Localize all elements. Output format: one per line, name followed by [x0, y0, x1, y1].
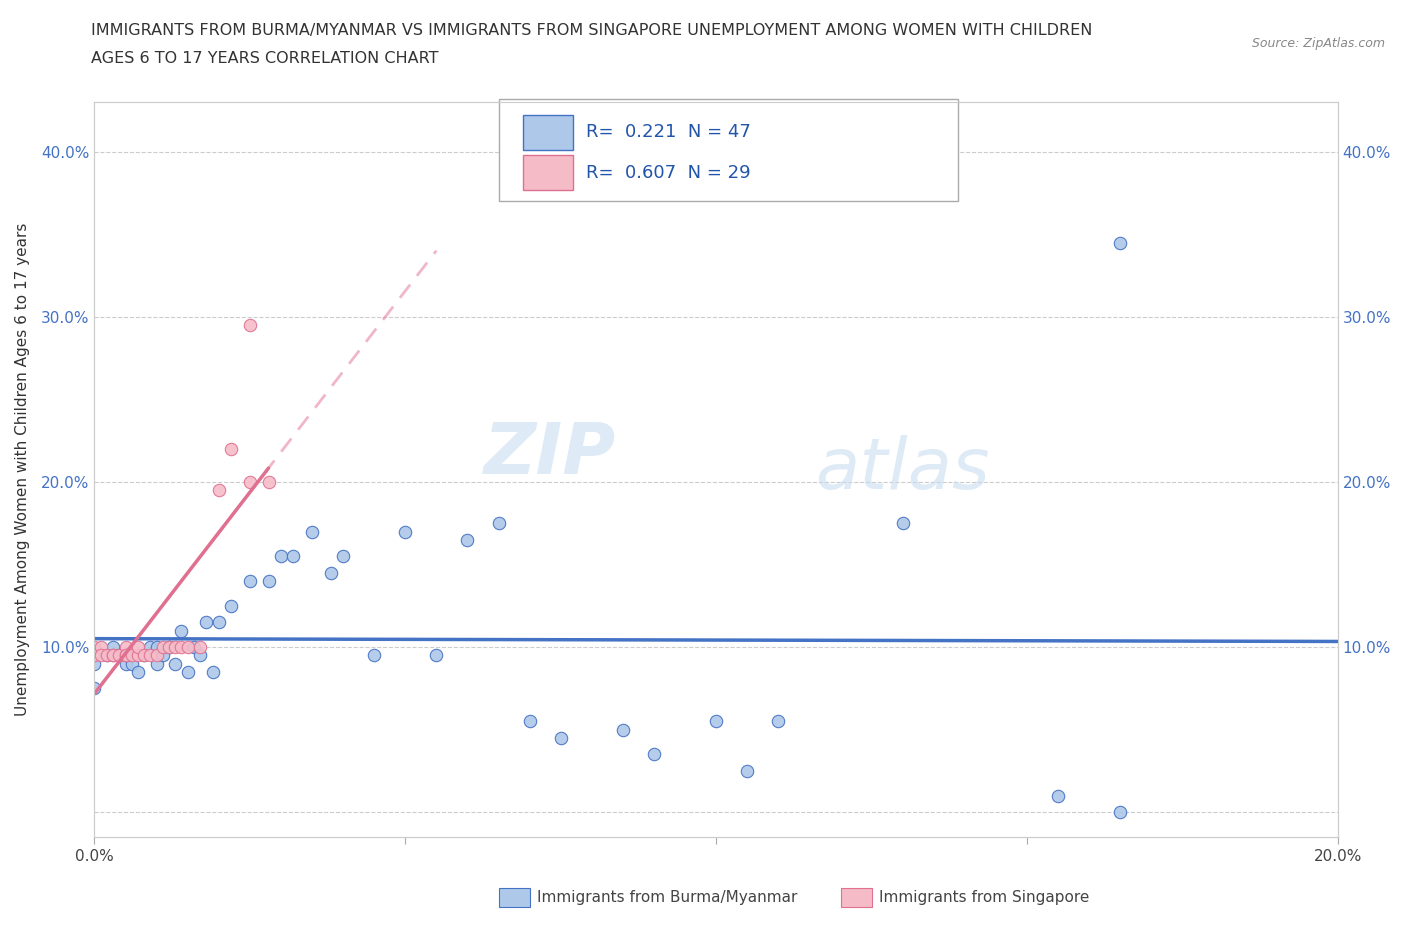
Point — [201, 665, 224, 680]
Point — [239, 574, 262, 589]
Point — [208, 483, 231, 498]
Point — [257, 574, 280, 589]
Point — [101, 640, 124, 655]
Point — [1109, 804, 1132, 819]
Point — [83, 648, 105, 663]
Point — [165, 640, 187, 655]
Point — [425, 648, 447, 663]
Point — [108, 648, 131, 663]
Text: R=  0.607  N = 29: R= 0.607 N = 29 — [585, 164, 751, 182]
Point — [188, 648, 211, 663]
Point — [114, 648, 136, 663]
Point — [177, 640, 200, 655]
Bar — [523, 155, 574, 191]
Point — [550, 731, 572, 746]
Point — [766, 714, 789, 729]
Point — [195, 615, 218, 630]
Point — [114, 640, 136, 655]
Point — [90, 640, 112, 655]
Point — [208, 615, 231, 630]
Point — [301, 525, 323, 539]
Point — [90, 648, 112, 663]
Point — [363, 648, 385, 663]
Point — [165, 657, 187, 671]
Point — [145, 648, 167, 663]
Point — [139, 640, 162, 655]
Text: Immigrants from Burma/Myanmar: Immigrants from Burma/Myanmar — [537, 890, 797, 905]
Point — [612, 723, 634, 737]
FancyBboxPatch shape — [499, 99, 959, 202]
Point — [96, 648, 118, 663]
Point — [83, 640, 105, 655]
Point — [170, 640, 193, 655]
Point — [96, 648, 118, 663]
Point — [152, 648, 174, 663]
Point — [270, 549, 292, 564]
Point — [114, 657, 136, 671]
Point — [170, 623, 193, 638]
Point — [891, 516, 914, 531]
Point — [121, 657, 143, 671]
Point — [257, 474, 280, 489]
Point — [394, 525, 416, 539]
Point — [519, 714, 541, 729]
Point — [127, 665, 149, 680]
Point — [239, 318, 262, 333]
Point — [177, 665, 200, 680]
Point — [108, 648, 131, 663]
Text: ZIP: ZIP — [484, 420, 617, 489]
Point — [1109, 235, 1132, 250]
Point — [219, 442, 242, 457]
Text: Immigrants from Singapore: Immigrants from Singapore — [879, 890, 1090, 905]
Point — [319, 565, 342, 580]
Point — [127, 648, 149, 663]
Point — [283, 549, 305, 564]
Point — [101, 648, 124, 663]
Text: atlas: atlas — [815, 435, 990, 504]
Point — [239, 474, 262, 489]
Point — [114, 648, 136, 663]
Point — [127, 640, 149, 655]
Point — [1046, 789, 1069, 804]
Point — [735, 764, 758, 778]
Point — [219, 598, 242, 613]
Point — [188, 640, 211, 655]
Point — [643, 747, 665, 762]
Point — [456, 532, 478, 547]
Point — [134, 648, 156, 663]
Point — [139, 648, 162, 663]
Text: Source: ZipAtlas.com: Source: ZipAtlas.com — [1251, 37, 1385, 50]
Text: IMMIGRANTS FROM BURMA/MYANMAR VS IMMIGRANTS FROM SINGAPORE UNEMPLOYMENT AMONG WO: IMMIGRANTS FROM BURMA/MYANMAR VS IMMIGRA… — [91, 23, 1092, 38]
Point — [121, 648, 143, 663]
Text: R=  0.221  N = 47: R= 0.221 N = 47 — [585, 124, 751, 141]
Point — [114, 648, 136, 663]
Point — [145, 657, 167, 671]
Point — [134, 648, 156, 663]
Point — [83, 657, 105, 671]
Point — [83, 648, 105, 663]
Point — [183, 640, 205, 655]
Bar — [523, 114, 574, 150]
Point — [152, 640, 174, 655]
Y-axis label: Unemployment Among Women with Children Ages 6 to 17 years: Unemployment Among Women with Children A… — [15, 223, 30, 716]
Point — [83, 681, 105, 696]
Point — [157, 640, 180, 655]
Point — [332, 549, 354, 564]
Text: AGES 6 TO 17 YEARS CORRELATION CHART: AGES 6 TO 17 YEARS CORRELATION CHART — [91, 51, 439, 66]
Point — [101, 648, 124, 663]
Point — [488, 516, 510, 531]
Point — [704, 714, 727, 729]
Point — [145, 640, 167, 655]
Point — [157, 640, 180, 655]
